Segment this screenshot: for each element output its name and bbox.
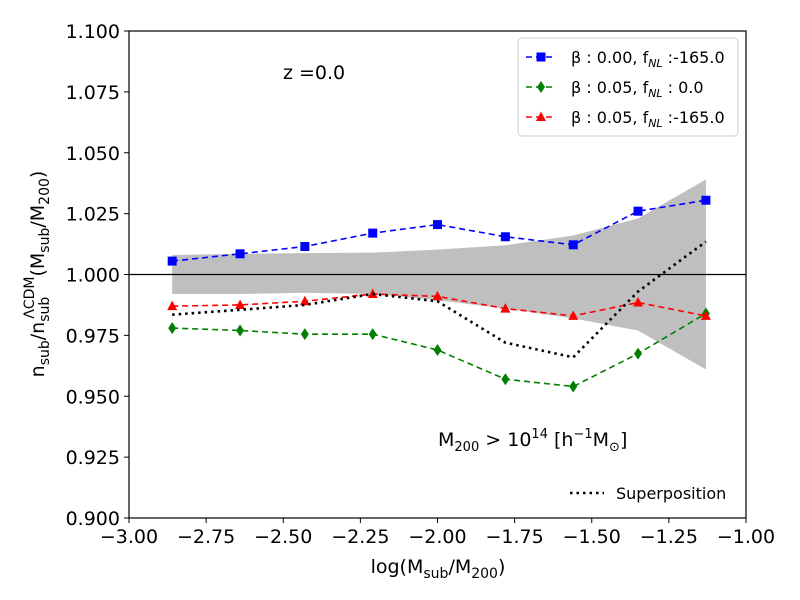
redshift-annotation: z =0.0 xyxy=(283,62,345,84)
legend-entry: β : 0.00, fNL :-165.0 xyxy=(526,48,725,70)
legend-label: β : 0.05, fNL : 0.0 xyxy=(571,78,704,100)
x-tick-label: −1.25 xyxy=(640,526,698,548)
data-point xyxy=(299,295,310,306)
y-tick-label: 0.900 xyxy=(66,508,120,530)
data-point xyxy=(300,241,310,251)
x-tick-label: −1.00 xyxy=(717,526,775,548)
y-tick-label: 0.925 xyxy=(66,447,120,469)
y-tick-label: 0.975 xyxy=(66,325,120,347)
legend-marker xyxy=(536,111,546,121)
legend-marker xyxy=(537,81,545,93)
data-point xyxy=(433,220,442,230)
data-point xyxy=(700,310,711,320)
legend-marker xyxy=(536,52,546,62)
x-tick-label: −1.50 xyxy=(563,526,621,548)
data-point xyxy=(432,290,443,301)
x-axis-label: log(Msub/M200) xyxy=(371,556,506,582)
data-point xyxy=(236,324,245,337)
x-tick-label: −2.25 xyxy=(331,526,389,548)
series-line xyxy=(172,199,707,262)
data-point xyxy=(433,343,442,356)
data-point xyxy=(167,256,177,266)
y-tick-label: 1.000 xyxy=(66,265,120,287)
data-point xyxy=(368,228,378,238)
data-point xyxy=(168,322,177,335)
data-point xyxy=(368,328,377,341)
data-point xyxy=(633,206,643,216)
legend-label: β : 0.05, fNL :-165.0 xyxy=(571,108,725,130)
data-point xyxy=(235,249,245,259)
y-tick-label: 1.075 xyxy=(66,82,120,104)
legend-entry: β : 0.05, fNL : 0.0 xyxy=(526,78,704,100)
y-tick-label: 1.100 xyxy=(66,21,120,43)
data-point xyxy=(569,380,578,393)
series-line xyxy=(172,240,707,359)
plot-area: −3.00 −2.75 −2.50 −2.25 −2.00 −1.75 −1.50 −1.25… xyxy=(66,21,776,548)
legend-entry-superposition: Superposition xyxy=(570,484,726,503)
data-point xyxy=(500,232,510,242)
data-point xyxy=(300,328,309,341)
x-tick-label: −2.00 xyxy=(408,526,466,548)
data-point xyxy=(634,347,643,360)
data-point xyxy=(167,300,178,311)
series-β_0.05_fNL_0.0 xyxy=(168,307,710,393)
y-tick-label: 1.025 xyxy=(66,204,120,226)
y-tick-label: 0.950 xyxy=(66,386,120,408)
legend: β : 0.00, fNL :-165.0 β : 0.05, fNL : 0.0… xyxy=(517,37,739,137)
x-tick-label: −3.00 xyxy=(100,526,158,548)
y-tick-label: 1.050 xyxy=(66,143,120,165)
series-β_0.00_fNL_-165.0 xyxy=(167,195,711,266)
series-Superposition xyxy=(172,240,707,359)
data-point xyxy=(568,240,578,250)
legend-label: β : 0.00, fNL :-165.0 xyxy=(571,48,725,70)
legend-entry: β : 0.05, fNL :-165.0 xyxy=(526,108,725,130)
data-point xyxy=(633,297,644,307)
data-point xyxy=(701,195,711,205)
data-point xyxy=(568,310,579,320)
x-tick-label: −2.75 xyxy=(177,526,235,548)
x-tick-label: −2.50 xyxy=(254,526,312,548)
legend-box xyxy=(517,37,739,137)
data-point xyxy=(501,373,510,386)
data-point xyxy=(500,303,511,313)
legend-label: Superposition xyxy=(616,484,726,503)
x-tick-label: −1.75 xyxy=(486,526,544,548)
data-point xyxy=(235,299,246,309)
